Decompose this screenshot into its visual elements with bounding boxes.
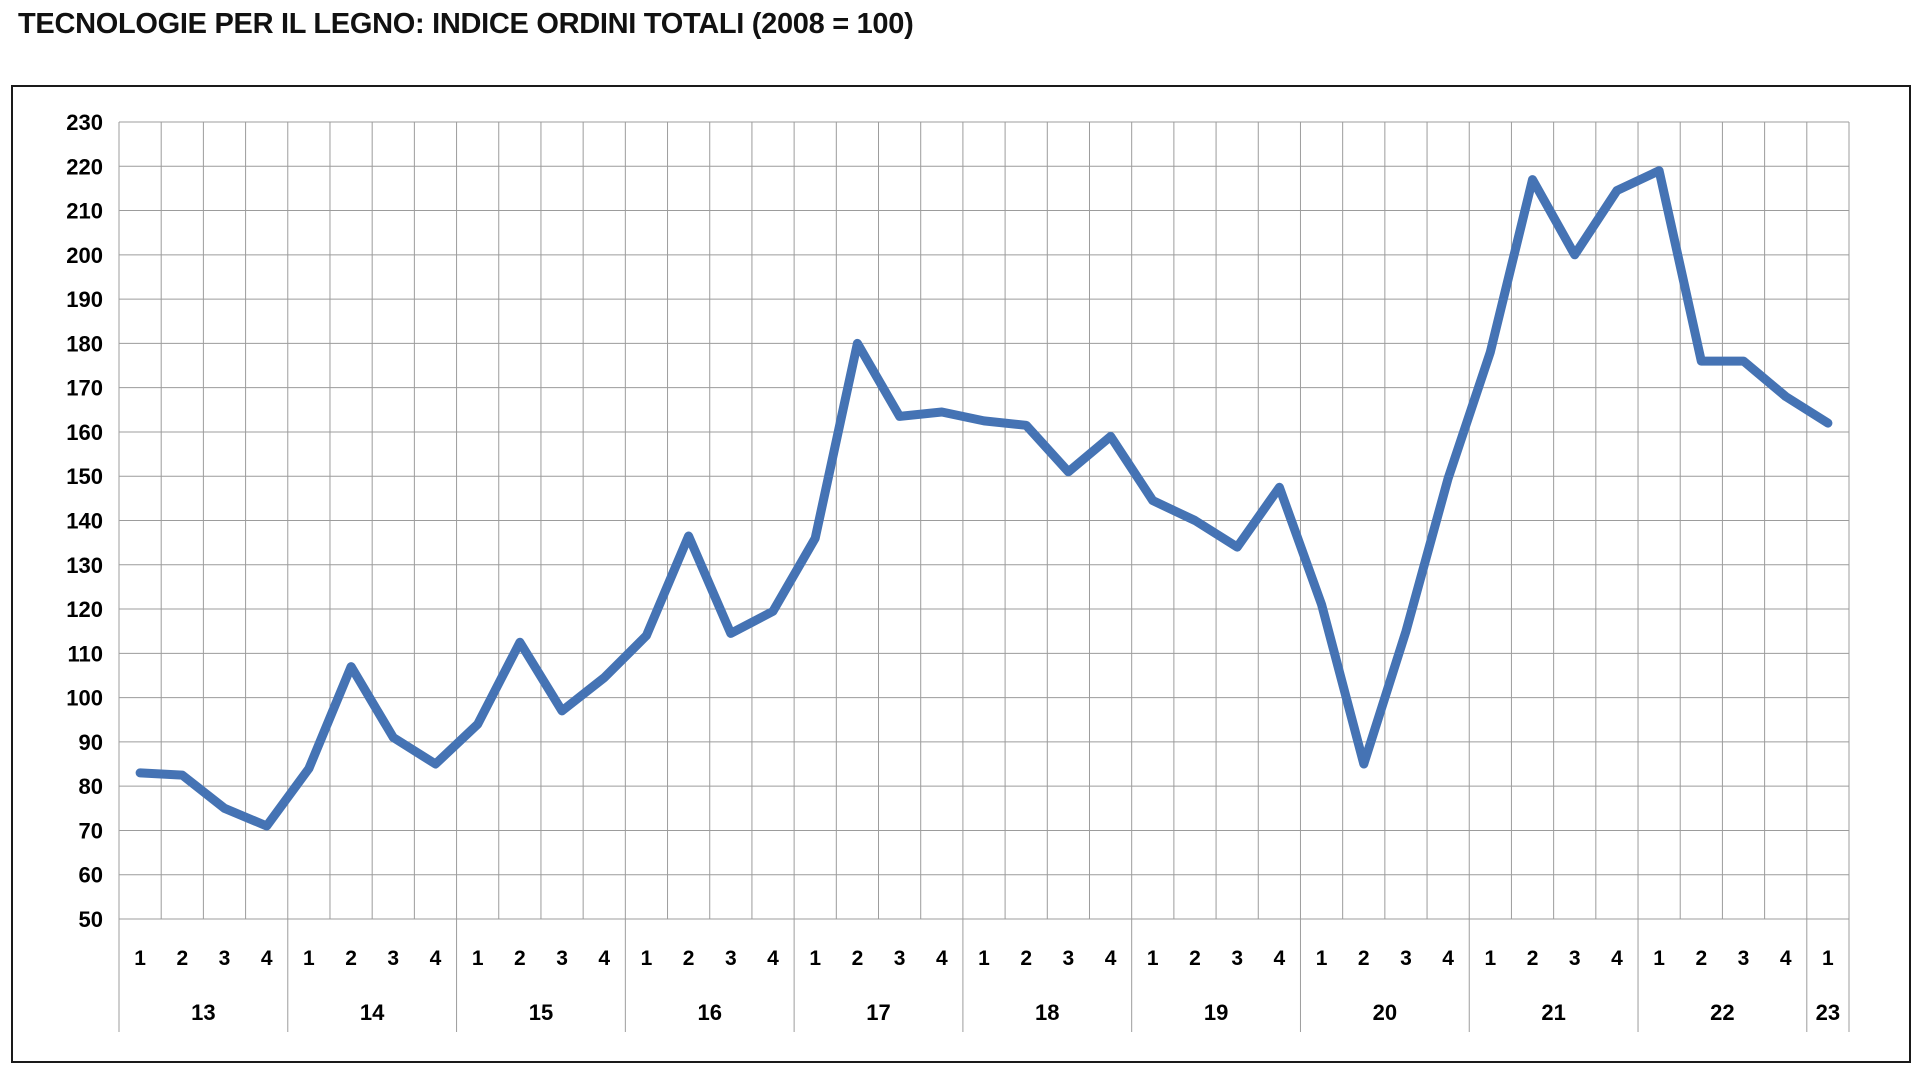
quarter-tick-label: 1 xyxy=(1147,947,1159,970)
quarter-tick-label: 4 xyxy=(598,947,610,970)
quarter-tick-label: 2 xyxy=(1695,947,1707,970)
year-tick-label: 20 xyxy=(1373,1000,1397,1025)
quarter-tick-label: 3 xyxy=(1738,947,1750,970)
quarter-tick-label: 3 xyxy=(1231,947,1243,970)
quarter-tick-label: 4 xyxy=(261,947,273,970)
quarter-tick-label: 2 xyxy=(1189,947,1201,970)
quarter-tick-label: 1 xyxy=(809,947,821,970)
y-axis-tick-label: 130 xyxy=(66,553,103,578)
quarter-tick-label: 3 xyxy=(1063,947,1075,970)
quarter-tick-label: 1 xyxy=(1484,947,1496,970)
figure-border xyxy=(11,85,1911,1063)
quarter-tick-label: 1 xyxy=(1316,947,1328,970)
quarter-tick-label: 4 xyxy=(430,947,442,970)
year-tick-label: 23 xyxy=(1816,1000,1840,1025)
quarter-tick-label: 3 xyxy=(725,947,737,970)
quarter-tick-label: 3 xyxy=(387,947,399,970)
y-axis-tick-label: 110 xyxy=(68,641,104,666)
quarter-tick-label: 3 xyxy=(894,947,906,970)
y-axis-tick-label: 180 xyxy=(66,331,103,356)
year-tick-label: 19 xyxy=(1204,1000,1228,1025)
quarter-tick-label: 2 xyxy=(345,947,357,970)
y-axis-tick-label: 120 xyxy=(66,597,103,622)
y-axis-tick-label: 80 xyxy=(79,774,103,799)
y-axis-tick-label: 100 xyxy=(66,686,103,711)
quarter-tick-label: 1 xyxy=(472,947,484,970)
year-tick-label: 13 xyxy=(191,1000,215,1025)
year-tick-label: 22 xyxy=(1710,1000,1734,1025)
quarter-tick-label: 1 xyxy=(1822,947,1834,970)
y-axis-tick-label: 140 xyxy=(66,509,103,534)
quarter-tick-label: 4 xyxy=(936,947,948,970)
y-axis-tick-label: 230 xyxy=(66,110,103,135)
quarter-tick-label: 1 xyxy=(134,947,146,970)
quarter-tick-label: 2 xyxy=(683,947,695,970)
quarter-tick-label: 1 xyxy=(303,947,315,970)
quarter-tick-label: 2 xyxy=(514,947,526,970)
quarter-tick-label: 2 xyxy=(1527,947,1539,970)
quarter-tick-label: 1 xyxy=(641,947,653,970)
quarter-tick-label: 2 xyxy=(1020,947,1032,970)
y-axis-tick-label: 170 xyxy=(66,376,103,401)
y-axis-tick-label: 190 xyxy=(66,287,103,312)
chart-title: TECNOLOGIE PER IL LEGNO: INDICE ORDINI T… xyxy=(18,8,914,40)
quarter-tick-label: 1 xyxy=(1653,947,1665,970)
quarter-tick-label: 4 xyxy=(1274,947,1286,970)
y-axis-tick-label: 210 xyxy=(66,199,103,224)
quarter-tick-label: 4 xyxy=(1442,947,1454,970)
year-tick-label: 16 xyxy=(697,1000,721,1025)
year-tick-label: 14 xyxy=(360,1000,385,1025)
quarter-tick-label: 4 xyxy=(1611,947,1623,970)
year-tick-label: 15 xyxy=(529,1000,553,1025)
quarter-tick-label: 2 xyxy=(1358,947,1370,970)
y-axis-tick-label: 150 xyxy=(66,464,103,489)
data-line xyxy=(135,166,1833,831)
quarter-tick-label: 3 xyxy=(219,947,231,970)
quarter-tick-label: 2 xyxy=(852,947,864,970)
year-tick-label: 21 xyxy=(1541,1000,1565,1025)
y-axis-tick-label: 90 xyxy=(79,730,103,755)
quarter-tick-label: 3 xyxy=(1569,947,1581,970)
year-tick-label: 17 xyxy=(866,1000,890,1025)
quarter-tick-label: 1 xyxy=(978,947,990,970)
quarter-tick-label: 3 xyxy=(1400,947,1412,970)
quarter-tick-label: 2 xyxy=(176,947,188,970)
y-axis-tick-label: 60 xyxy=(79,863,103,888)
year-tick-label: 18 xyxy=(1035,1000,1059,1025)
quarter-tick-label: 3 xyxy=(556,947,568,970)
quarter-tick-label: 4 xyxy=(1780,947,1792,970)
y-axis-tick-label: 220 xyxy=(66,154,103,179)
y-axis-tick-label: 70 xyxy=(79,818,103,843)
quarter-tick-label: 4 xyxy=(767,947,779,970)
y-axis-tick-label: 50 xyxy=(79,907,103,932)
y-axis-tick-label: 160 xyxy=(66,420,103,445)
quarter-tick-label: 4 xyxy=(1105,947,1117,970)
y-axis-tick-label: 200 xyxy=(66,243,103,268)
